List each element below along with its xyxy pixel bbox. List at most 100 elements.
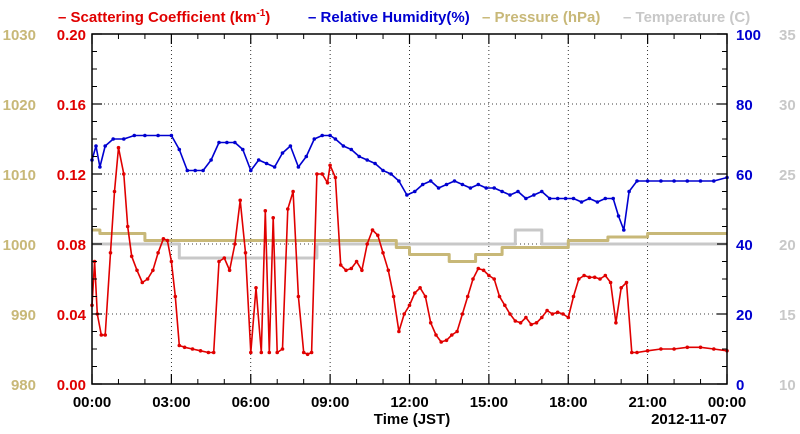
scattering-point [465, 294, 470, 299]
humidity-point [428, 179, 433, 183]
scattering-point [275, 350, 280, 355]
humidity-point [685, 179, 690, 183]
scattering-point [309, 350, 314, 355]
humidity-point [476, 182, 481, 187]
scattering-point [243, 251, 248, 255]
legend-pressure: – Pressure (hPa) [482, 9, 600, 26]
scattering-point [444, 338, 449, 343]
scattering-point [529, 322, 533, 327]
humidity-point [103, 144, 107, 148]
humidity-point [357, 154, 362, 159]
temperature-tick-label: 35 [779, 27, 796, 44]
scattering-point [685, 345, 690, 350]
pressure-tick-label: 990 [11, 307, 36, 324]
scattering-point [540, 315, 544, 320]
humidity-point [508, 193, 512, 197]
scattering-point [460, 312, 465, 316]
humidity-point [389, 172, 393, 176]
grid [92, 34, 727, 384]
scattering-point [333, 175, 338, 180]
humidity-point [280, 151, 285, 155]
humidity-tick-label: 80 [736, 97, 753, 114]
scattering-point [344, 268, 348, 273]
scattering-point [386, 268, 391, 273]
humidity-point [587, 196, 592, 201]
scattering-point [439, 340, 444, 344]
humidity-point [272, 165, 277, 169]
scattering-point [614, 321, 618, 325]
scattering-point [227, 268, 232, 273]
temperature-tick-label: 25 [779, 167, 796, 184]
scattering-point [592, 275, 597, 280]
scattering-point [672, 347, 676, 351]
scattering-point [608, 280, 613, 285]
humidity-tick-label: 0 [736, 377, 744, 394]
scattering-point [108, 251, 113, 255]
pressure-tick-label: 1000 [3, 237, 36, 254]
scattering-point [418, 286, 422, 290]
humidity-point [595, 200, 600, 204]
scattering-point [534, 321, 539, 325]
humidity-point [156, 133, 160, 138]
humidity-point [540, 189, 544, 194]
scattering-point [645, 349, 650, 353]
x-tick-label: 06:00 [232, 394, 270, 411]
legend-humidity: – Relative Humidity(%) [308, 9, 470, 26]
x-axis-title: Time (JST) [374, 411, 450, 428]
humidity-point [143, 133, 147, 138]
temperature-series-line [92, 228, 727, 260]
humidity-point [193, 168, 197, 173]
scattering-point [129, 254, 134, 259]
scattering-point [630, 350, 634, 355]
scattering-point [291, 189, 295, 194]
humidity-point [627, 189, 631, 194]
x-tick-label: 03:00 [152, 394, 190, 411]
scattering-point [259, 350, 264, 355]
humidity-point [111, 137, 115, 141]
scattering-point [407, 303, 412, 308]
humidity-point [201, 168, 205, 173]
scattering-point [296, 294, 301, 299]
scattering-point [116, 145, 121, 150]
humidity-point [98, 165, 102, 169]
humidity-point [616, 214, 621, 218]
pressure-tick-label: 980 [11, 377, 36, 394]
scattering-point [471, 277, 475, 281]
humidity-point [532, 193, 536, 197]
scattering-point [349, 266, 354, 271]
scattering-point [524, 315, 528, 320]
scattering-point [555, 310, 560, 315]
humidity-point [225, 140, 229, 145]
scattering-point [659, 347, 663, 351]
humidity-point [177, 147, 182, 152]
humidity-point [373, 161, 377, 166]
scattering-point [582, 273, 586, 278]
scattering-point [365, 242, 370, 246]
scattering-point [428, 321, 433, 325]
pressure-tick-label: 1030 [3, 27, 36, 44]
x-tick-label: 15:00 [470, 394, 508, 411]
humidity-point [94, 144, 98, 148]
humidity-point [524, 196, 528, 201]
humidity-point [635, 179, 639, 183]
scattering-point [280, 347, 285, 351]
humidity-point [312, 137, 317, 141]
scattering-point [587, 275, 592, 280]
scattering-tick-label: 0.20 [57, 27, 86, 44]
humidity-point [209, 158, 213, 162]
pressure-series-line [92, 228, 727, 263]
scattering-point [145, 277, 150, 281]
scattering-point [161, 237, 166, 241]
scattering-point [249, 350, 253, 355]
scattering-point [125, 224, 130, 229]
scattering-point [217, 259, 221, 264]
scattering-point [165, 238, 170, 243]
humidity-point [333, 137, 338, 141]
scattering-point [487, 273, 491, 278]
scattering-point [712, 347, 716, 351]
scattering-point [698, 345, 703, 350]
scattering-point [198, 349, 203, 353]
scattering-point [222, 256, 227, 260]
pressure-tick-label: 1010 [3, 167, 36, 184]
humidity-point [288, 144, 293, 148]
